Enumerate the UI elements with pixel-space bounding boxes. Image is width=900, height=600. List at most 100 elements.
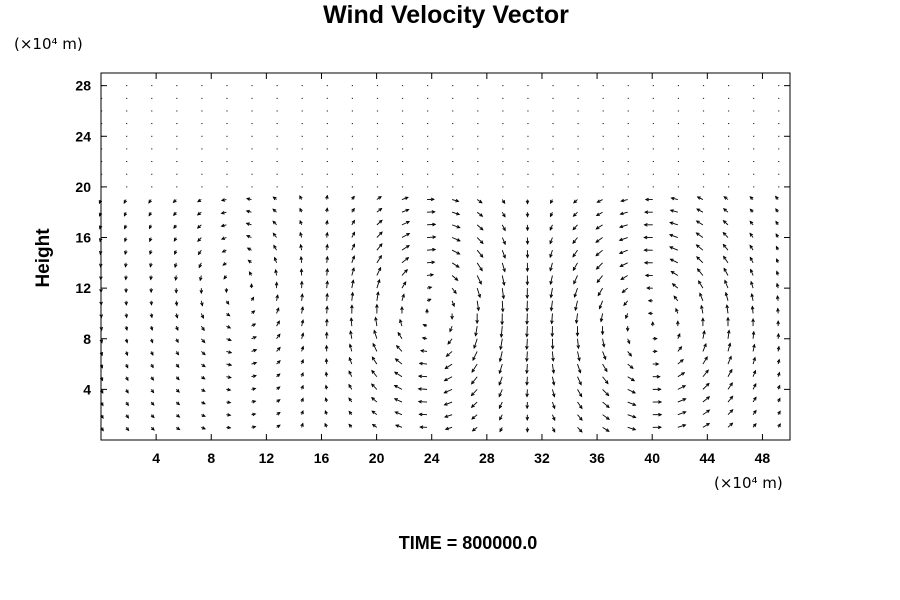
wind-vector	[444, 414, 453, 418]
wind-vector-head	[174, 302, 179, 307]
wind-vector-head	[454, 277, 459, 281]
wind-vector-head	[149, 263, 153, 268]
wind-vector-head	[227, 325, 232, 329]
wind-vector-head	[149, 301, 154, 306]
wind-vector-head	[632, 414, 637, 419]
wind-vector-head	[299, 268, 304, 273]
x-tick-label: 28	[479, 450, 495, 466]
wind-vector	[376, 279, 380, 289]
wind-vector-head	[427, 298, 432, 302]
wind-vector-head	[348, 397, 353, 402]
wind-vector-head	[273, 256, 278, 261]
wind-vector	[501, 262, 506, 272]
wind-vector-head	[604, 380, 609, 385]
wind-vector-head	[632, 427, 637, 431]
wind-vector	[621, 199, 628, 202]
wind-vector	[702, 343, 707, 352]
wind-vector-head	[245, 209, 250, 214]
wind-vector	[351, 243, 355, 251]
wind-vector-head	[276, 360, 281, 364]
wind-vector	[526, 351, 528, 362]
wind-vector	[602, 351, 607, 360]
wind-vector-head	[473, 344, 477, 349]
wind-vector	[373, 330, 378, 339]
wind-vector-head	[273, 244, 277, 249]
wind-vector-head	[125, 427, 130, 432]
wind-vector	[419, 362, 428, 365]
wind-vector-head	[272, 220, 277, 225]
wind-vector	[476, 249, 484, 258]
wind-vector-head	[276, 424, 281, 429]
wind-vector-head	[752, 356, 756, 361]
wind-vector-head	[475, 320, 479, 325]
wind-vector-head	[619, 211, 624, 216]
wind-vector-head	[500, 321, 504, 326]
wind-vector-head	[525, 345, 529, 351]
wind-vector-head	[723, 255, 727, 260]
wind-vector-head	[752, 343, 756, 348]
wind-vector-head	[348, 370, 352, 375]
wind-vector-head	[669, 209, 674, 213]
wind-vector-head	[752, 369, 757, 374]
wind-vector-head	[605, 404, 610, 409]
x-tick-label: 8	[207, 450, 215, 466]
wind-vector-head	[300, 319, 305, 324]
wind-vector-head	[724, 279, 728, 284]
wind-vector-head	[451, 302, 455, 308]
wind-vector-head	[695, 232, 700, 236]
wind-vector-head	[248, 271, 253, 276]
wind-vector-head	[173, 224, 177, 230]
wind-vector	[501, 250, 506, 259]
wind-vector	[476, 224, 484, 231]
x-axis-unit: (×10⁴ m)	[714, 474, 783, 492]
wind-vector-head	[174, 276, 178, 282]
wind-vector-head	[221, 249, 226, 253]
wind-vector-head	[573, 293, 578, 298]
wind-vector-head	[605, 428, 610, 432]
x-tick-label: 48	[755, 450, 771, 466]
wind-vector-head	[502, 227, 506, 232]
wind-vector-head	[575, 332, 580, 337]
wind-vector	[671, 271, 679, 276]
wind-vector-head	[247, 259, 252, 264]
wind-vector	[498, 401, 503, 409]
wind-vector	[498, 389, 503, 397]
wind-vector	[351, 280, 354, 289]
wind-vector-head	[549, 253, 553, 259]
wind-vector-head	[777, 410, 781, 415]
wind-vector-head	[455, 264, 460, 268]
wind-vector-head	[226, 312, 231, 317]
wind-vector	[595, 237, 603, 243]
wind-vector-head	[222, 262, 227, 266]
wind-vector	[574, 300, 578, 311]
wind-vector-head	[601, 343, 606, 348]
wind-vector	[551, 376, 555, 385]
wind-vector-head	[498, 393, 502, 398]
wind-vector	[602, 426, 610, 432]
wind-vector-head	[498, 358, 503, 363]
wind-vector-head	[406, 233, 411, 237]
wind-vector	[722, 232, 729, 238]
wind-vector-head	[695, 244, 700, 248]
wind-vector-head	[300, 306, 305, 311]
wind-vector-head	[253, 361, 258, 366]
wind-vector	[397, 332, 403, 339]
wind-vector-head	[499, 333, 504, 338]
wind-vector-head	[695, 220, 700, 224]
wind-vector	[500, 338, 503, 350]
wind-vector	[627, 426, 636, 431]
wind-vector-head	[479, 240, 484, 245]
wind-vector-head	[148, 225, 153, 230]
wind-vector	[371, 370, 378, 378]
wind-vector-head	[417, 399, 422, 404]
wind-vector	[619, 249, 628, 254]
wind-vector-head	[395, 344, 400, 349]
wind-vector	[724, 280, 729, 289]
wind-vector	[572, 224, 578, 230]
wind-vector-head	[549, 307, 554, 312]
wind-vector	[725, 292, 729, 301]
wind-vector	[696, 220, 704, 226]
wind-vector-head	[499, 346, 503, 351]
wind-vector	[394, 385, 403, 390]
wind-vector-head	[324, 397, 329, 402]
